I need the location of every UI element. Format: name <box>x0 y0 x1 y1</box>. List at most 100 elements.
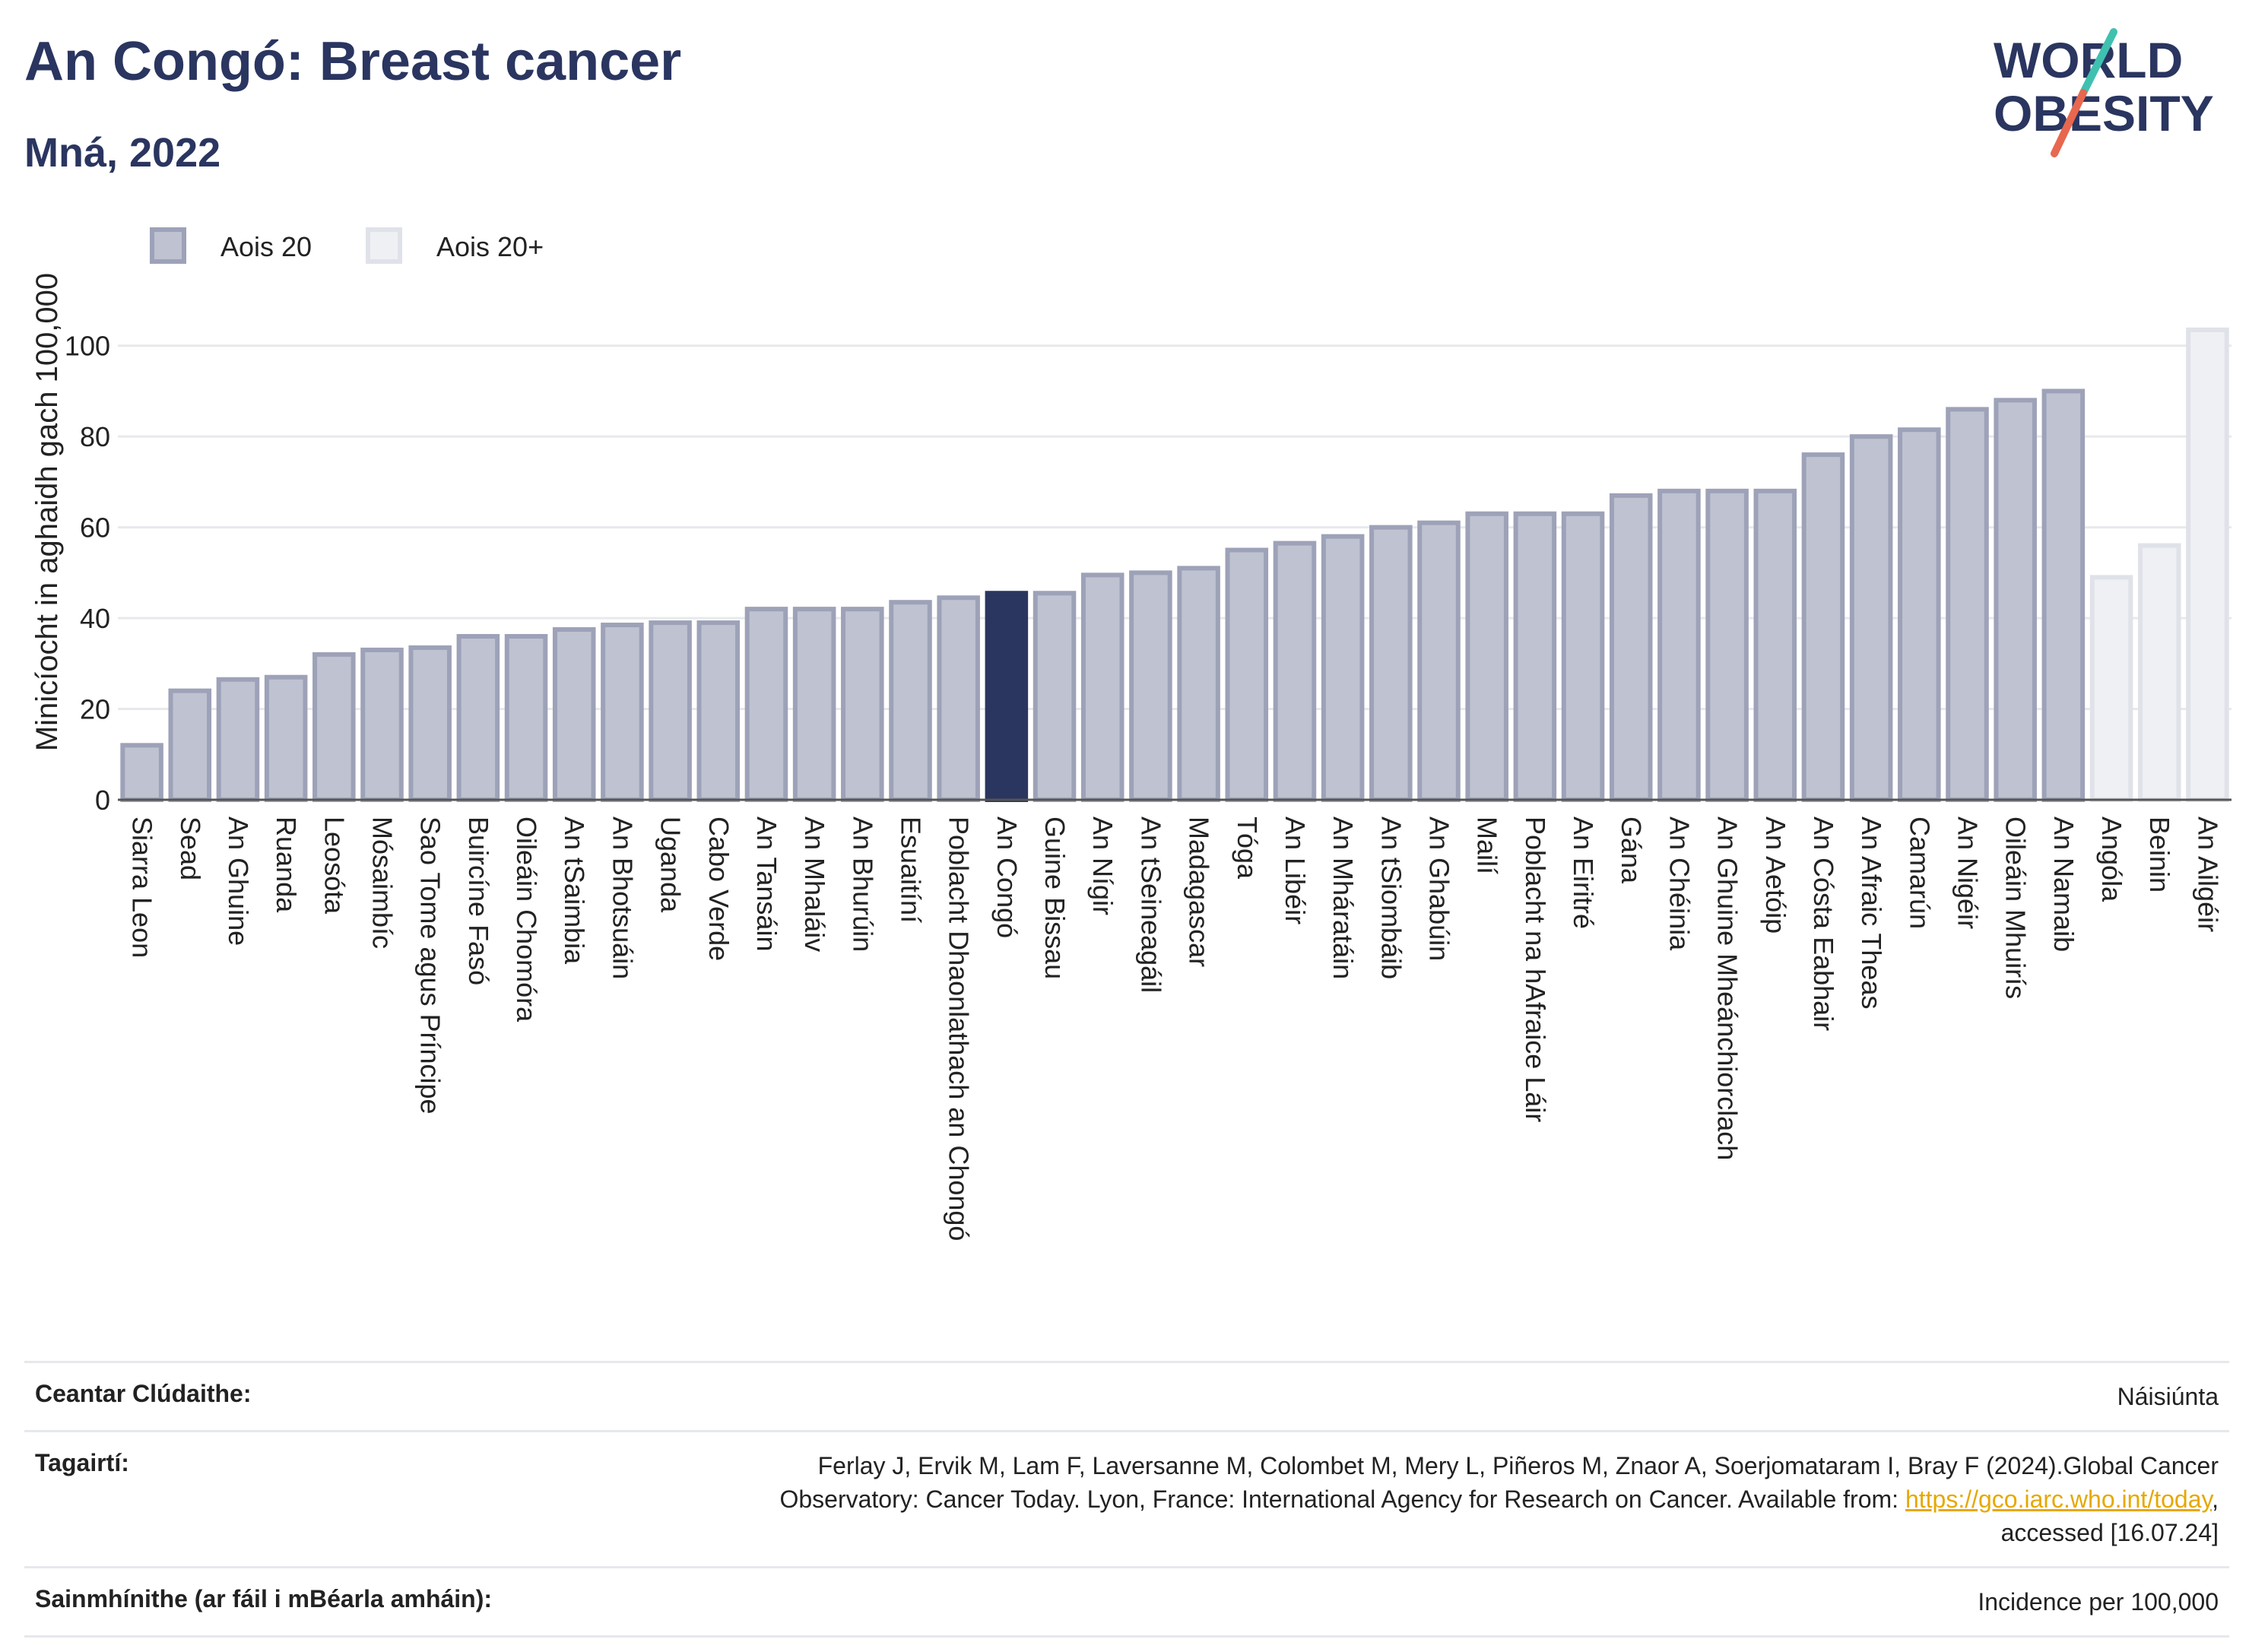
x-tick-label: An Cósta Eabhair <box>1808 816 1839 1031</box>
bar-an-ch-inia <box>1657 488 1701 802</box>
x-tick-label: Cabo Verde <box>703 816 734 961</box>
x-tick-label: Camarún <box>1904 816 1935 929</box>
bar-an-n-gir <box>1080 572 1124 802</box>
x-tick-label: Beinin <box>2144 816 2175 893</box>
coverage-label: Ceantar Clúdaithe: <box>24 1361 730 1432</box>
y-tick-label: 20 <box>80 694 110 725</box>
x-tick-label: Ruanda <box>271 816 302 913</box>
logo-text-obesity: OBESITY <box>1994 85 2214 141</box>
bar-an-nig-ir <box>1946 407 1989 802</box>
bar-an-mhal-iv <box>792 607 836 802</box>
bar-sead <box>168 688 212 802</box>
bar-buirc-ne-fas- <box>456 633 500 802</box>
y-axis-ticks: 0 20 40 60 80 100 <box>65 331 110 816</box>
x-axis-labels: Siarra Leon Sead An Ghuine Ruanda Leosóta Mós… <box>127 816 2224 1241</box>
bar-poblacht-na-hafraice-l-ir <box>1513 511 1557 803</box>
bar-oile-in-mhuir-s <box>1994 398 2037 802</box>
bars <box>120 327 2229 803</box>
bar-an-lib-ir <box>1273 541 1317 802</box>
info-table: Ceantar Clúdaithe: Náisiúnta Tagairtí: F… <box>24 1361 2229 1638</box>
y-tick-label: 100 <box>65 331 110 362</box>
bar-leos-ta <box>312 652 356 803</box>
x-tick-label: Mósaimbíc <box>367 816 398 949</box>
x-tick-label: An Afraic Theas <box>1856 816 1887 1009</box>
y-tick-label: 60 <box>80 512 110 544</box>
x-tick-label: Esuaitíní <box>896 816 927 923</box>
x-tick-label: An Ghuine <box>223 816 254 946</box>
bar-chart: Aois 20 Aois 20+ 0 20 40 60 80 100 Siarra Leon… <box>30 227 2232 1241</box>
bar-guine-bissau <box>1033 591 1077 802</box>
legend-swatch <box>366 227 402 264</box>
bar-an-c-sta-eabhair <box>1801 452 1845 803</box>
reference-link[interactable]: https://gco.iarc.who.int/today <box>1905 1486 2213 1513</box>
world-obesity-logo: WORLD OBESITY <box>1994 28 2214 157</box>
bar-mail- <box>1465 511 1508 803</box>
x-tick-label: An Libéir <box>1280 816 1311 924</box>
x-tick-label: An Tansáin <box>751 816 782 951</box>
bar-an-tans-in <box>744 607 788 802</box>
bar-an-tseineag-il <box>1129 570 1172 802</box>
coverage-value: Náisiúnta <box>730 1361 2229 1432</box>
x-tick-label: Sead <box>175 816 206 880</box>
chart-title: An Congó: Breast cancer <box>24 31 682 92</box>
legend-swatch <box>150 227 186 264</box>
references-label: Tagairtí: <box>24 1430 730 1568</box>
logo-slash-bottom <box>2051 89 2087 157</box>
reference-line-3: accessed [16.07.24] <box>2000 1519 2219 1546</box>
bar-g-na <box>1609 493 1653 802</box>
x-tick-label: Angóla <box>2096 816 2127 902</box>
bar-madagascar <box>1177 566 1220 803</box>
y-axis-title: Minicíocht in aghaidh gach 100,000 <box>30 273 64 751</box>
x-tick-label: An Bhotsuáin <box>607 816 638 979</box>
legend: Aois 20 Aois 20+ <box>150 227 544 264</box>
y-tick-label: 80 <box>80 421 110 452</box>
info-row-references: Tagairtí: Ferlay J, Ervik M, Lam F, Lave… <box>24 1430 2229 1568</box>
x-tick-label: Mailí <box>1472 816 1503 874</box>
bar-siarra-leon <box>120 743 163 802</box>
info-row-coverage: Ceantar Clúdaithe: Náisiúnta <box>24 1361 2229 1432</box>
x-tick-label: Oileáin Mhuirís <box>2000 816 2032 999</box>
x-tick-label: An tSiombáib <box>1375 816 1407 979</box>
x-tick-label: An tSeineagáil <box>1135 816 1166 993</box>
x-tick-label: Poblacht Dhaonlathach an Chongó <box>944 816 975 1241</box>
definitions-label: Sainmhínithe (ar fáil i mBéarla amháin): <box>24 1566 730 1638</box>
bar-an-cong- <box>985 591 1029 802</box>
bar-an-mh-rat-in <box>1321 534 1365 803</box>
legend-label: Aois 20+ <box>436 231 544 262</box>
y-tick-label: 40 <box>80 603 110 634</box>
legend-label: Aois 20 <box>220 231 312 262</box>
bar-beinin <box>2137 543 2181 802</box>
x-tick-label: Tóga <box>1232 816 1263 880</box>
x-tick-label: An tSaimbia <box>559 816 590 965</box>
bar-an-namaib <box>2041 388 2086 802</box>
bar-an-tsiomb-ib <box>1369 525 1413 802</box>
bar-an-ghuine <box>216 677 260 802</box>
x-tick-label: Leosóta <box>319 816 350 915</box>
x-tick-label: Poblacht na hAfraice Láir <box>1520 816 1551 1122</box>
x-tick-label: An Ghuine Mheánchiorclach <box>1712 816 1743 1160</box>
bar-t-ga <box>1225 547 1269 802</box>
x-tick-label: An Nígir <box>1087 816 1118 915</box>
reference-line-2: Observatory: Cancer Today. Lyon, France:… <box>779 1486 1905 1513</box>
x-tick-label: Madagascar <box>1184 816 1215 967</box>
bar-an-aet-ip <box>1753 488 1797 802</box>
x-tick-label: Oileáin Chomóra <box>511 816 542 1023</box>
definitions-value: Incidence per 100,000 <box>730 1566 2229 1638</box>
x-tick-label: An Ailgéir <box>2192 816 2223 932</box>
bar-an-bhotsu-in <box>601 623 644 802</box>
x-tick-label: Siarra Leon <box>127 816 158 958</box>
bar-an-ghuine-mhe-nchiorclach <box>1705 488 1749 802</box>
x-tick-label: An Ghabúin <box>1424 816 1455 961</box>
chart-subtitle: Mná, 2022 <box>24 130 221 176</box>
x-tick-label: An Nigéir <box>1952 816 1984 929</box>
y-tick-label: 0 <box>95 785 110 816</box>
x-tick-label: An Eiritré <box>1568 816 1599 929</box>
bar-an-ghab-in <box>1417 520 1461 802</box>
bar-an-tsaimbia <box>552 627 596 802</box>
x-tick-label: An Mhaláiv <box>799 816 830 952</box>
reference-line-2-end: , <box>2212 1486 2219 1513</box>
x-tick-label: An Chéinia <box>1664 816 1695 951</box>
bar-sao-tome-agus-pr-ncipe <box>408 645 452 802</box>
bar-uganda <box>649 620 692 803</box>
x-tick-label: Uganda <box>655 816 687 913</box>
